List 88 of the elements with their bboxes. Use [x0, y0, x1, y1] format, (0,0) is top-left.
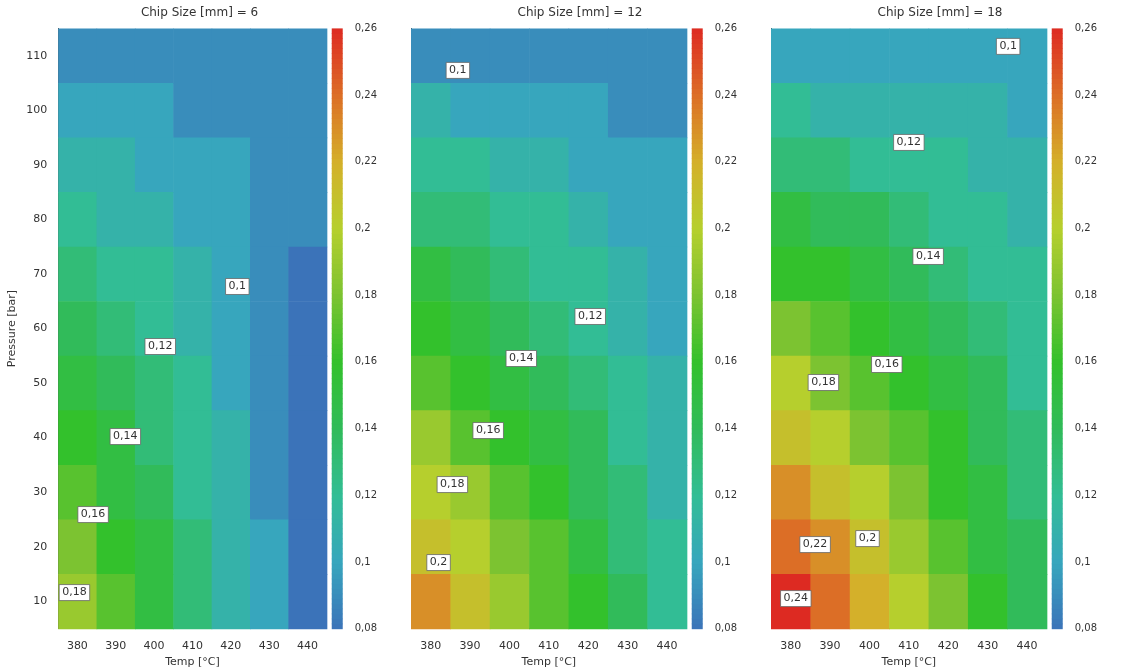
color-bar-label: 0,12	[354, 488, 377, 500]
color-bar-label: 0,14	[714, 422, 737, 434]
y-tick-label: 80	[33, 212, 48, 226]
x-tick-label: 400	[858, 639, 880, 653]
color-bar-label: 0,14	[354, 422, 377, 434]
x-tick-label: 440	[1016, 639, 1038, 653]
x-tick-label: 380	[420, 639, 442, 653]
color-bar-label: 0,26	[354, 21, 377, 33]
color-bar-label: 0,22	[714, 155, 737, 167]
annotation: 0,16	[475, 423, 501, 437]
annotation: 0,18	[62, 585, 87, 599]
color-bar-label: 0,26	[714, 21, 737, 33]
annotation: 0,12	[577, 309, 603, 323]
x-tick-label: 420	[937, 639, 959, 653]
x-axis-title: Temp [°C]	[880, 655, 937, 669]
color-bar-label: 0,24	[714, 88, 737, 100]
annotation: 0,12	[147, 339, 173, 353]
x-tick-label: 400	[498, 639, 520, 653]
x-tick-label: 380	[66, 639, 88, 653]
color-bar-label: 0,1	[714, 555, 731, 567]
color-bar-label: 0,22	[354, 155, 377, 167]
color-bar-label: 0,2	[1074, 222, 1091, 234]
color-bar-label: 0,18	[1074, 288, 1097, 300]
annotation: 0,12	[896, 135, 922, 149]
x-tick-label: 410	[181, 639, 203, 653]
x-tick-label: 430	[258, 639, 280, 653]
color-bar-label: 0,24	[354, 88, 377, 100]
color-bar-label: 0,08	[1074, 622, 1097, 634]
x-tick-label: 420	[577, 639, 599, 653]
x-tick-label: 410	[898, 639, 920, 653]
color-bar-label: 0,24	[1074, 88, 1097, 100]
x-tick-label: 440	[297, 639, 319, 653]
x-axis-title: Temp [°C]	[520, 655, 577, 669]
x-tick-label: 390	[105, 639, 127, 653]
annotation: 0,2	[429, 555, 448, 569]
color-bar-label: 0,12	[1074, 488, 1097, 500]
annotation: 0,1	[999, 39, 1017, 53]
annotation: 0,14	[915, 249, 941, 263]
y-tick-label: 90	[33, 157, 48, 171]
annotation: 0,16	[874, 357, 900, 371]
color-bar-label: 0,14	[1074, 422, 1097, 434]
color-bar-label: 0,12	[714, 488, 737, 500]
x-tick-label: 430	[617, 639, 639, 653]
x-axis-title: Temp [°C]	[164, 655, 220, 669]
y-tick-label: 50	[33, 375, 48, 389]
x-tick-label: 380	[780, 639, 802, 653]
annotation: 0,14	[509, 351, 534, 365]
y-tick-label: 10	[33, 594, 48, 608]
color-bar-label: 0,1	[1074, 555, 1091, 567]
color-bar-label: 0,1	[354, 555, 371, 567]
color-bar-label: 0,22	[1074, 155, 1097, 167]
annotation: 0,14	[113, 429, 138, 443]
chart-title: Chip Size [mm] = 6	[140, 5, 259, 20]
x-tick-label: 390	[459, 639, 481, 653]
y-tick-label: 60	[33, 321, 48, 335]
color-bar-label: 0,08	[354, 622, 377, 634]
annotation: 0,18	[440, 477, 465, 491]
color-bar-label: 0,18	[354, 288, 377, 300]
color-bar-label: 0,08	[714, 622, 737, 634]
y-tick-label: 20	[33, 539, 48, 553]
color-bar-label: 0,16	[714, 355, 737, 367]
x-tick-label: 390	[819, 639, 841, 653]
x-tick-label: 410	[538, 639, 560, 653]
y-tick-label: 110	[26, 48, 48, 62]
y-tick-label: 40	[33, 430, 48, 444]
color-bar-label: 0,18	[714, 288, 737, 300]
annotation: 0,18	[811, 375, 836, 389]
x-tick-label: 430	[977, 639, 999, 653]
y-tick-label: 70	[33, 266, 48, 280]
annotation: 0,16	[80, 507, 106, 521]
annotation: 0,1	[228, 279, 247, 293]
annotation: 0,22	[802, 537, 828, 551]
color-bar-label: 0,16	[1074, 355, 1097, 367]
x-tick-label: 420	[220, 639, 242, 653]
y-tick-label: 100	[26, 103, 48, 117]
y-tick-label: 30	[33, 485, 48, 499]
color-bar-label: 0,16	[354, 355, 377, 367]
chart-title: Chip Size [mm] = 12	[517, 5, 643, 20]
color-bar-label: 0,2	[714, 222, 731, 234]
x-tick-label: 400	[143, 639, 165, 653]
color-bar-label: 0,26	[1074, 21, 1097, 33]
x-tick-label: 440	[656, 639, 678, 653]
annotation: 0,1	[449, 63, 467, 77]
color-bar-label: 0,2	[354, 222, 371, 234]
annotation: 0,24	[783, 591, 809, 605]
annotation: 0,2	[858, 531, 877, 545]
chart-title: Chip Size [mm] = 18	[877, 5, 1003, 20]
y-axis-title: Pressure [bar]	[5, 289, 19, 368]
